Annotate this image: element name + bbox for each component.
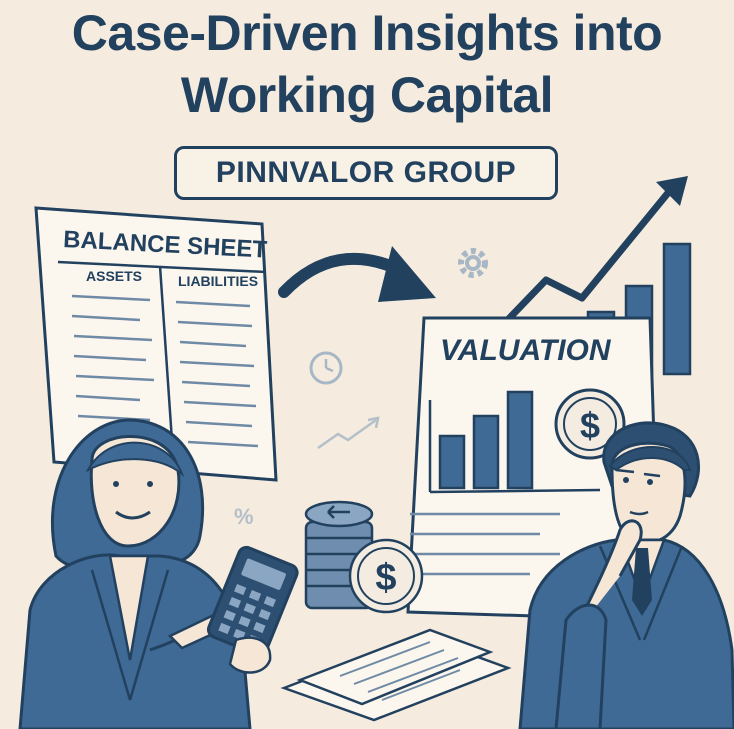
documents-icon — [280, 628, 512, 722]
main-title: Case-Driven Insights into Working Capita… — [0, 2, 734, 126]
company-badge: PINNVALOR GROUP — [174, 146, 558, 200]
assets-label: ASSETS — [86, 268, 143, 284]
calculator-icon — [206, 545, 299, 657]
coin-stack-icon: $ — [304, 500, 424, 614]
gear-icon — [458, 248, 488, 278]
svg-text:$: $ — [375, 557, 396, 599]
percent-icon: % — [234, 504, 254, 529]
title-line-1: Case-Driven Insights into — [71, 5, 663, 61]
title-line-2: Working Capital — [180, 67, 554, 123]
valuation-title: VALUATION — [440, 334, 611, 367]
clock-icon — [309, 351, 343, 385]
man-thinking — [518, 421, 734, 729]
flow-arrow-icon — [278, 246, 436, 302]
woman-analyst — [18, 418, 299, 729]
liabilities-label: LIABILITIES — [178, 273, 259, 289]
balance-sheet-paper — [34, 206, 278, 482]
svg-text:$: $ — [580, 405, 600, 446]
small-trend-icon — [317, 416, 380, 450]
